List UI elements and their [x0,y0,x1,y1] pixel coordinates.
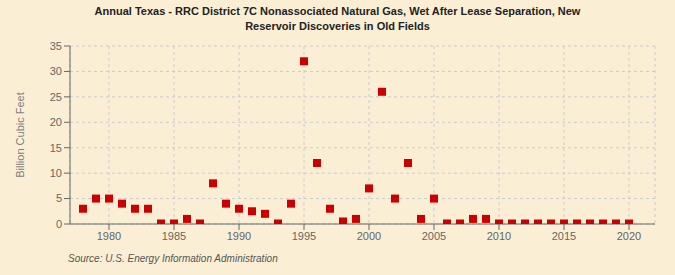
svg-text:5: 5 [56,192,62,204]
svg-text:30: 30 [50,65,62,77]
svg-text:2010: 2010 [487,230,511,242]
html-text:Reservoir Discoveries in Old F: Reservoir Discoveries in Old Fields [245,20,430,32]
svg-text:1990: 1990 [227,230,251,242]
svg-text:2005: 2005 [422,230,446,242]
svg-text:10: 10 [50,167,62,179]
html-text:Source: U.S. Energy Informatio: Source: U.S. Energy Information Administ… [68,253,278,264]
svg-text:1980: 1980 [97,230,121,242]
svg-text:15: 15 [50,142,62,154]
svg-text:2015: 2015 [552,230,576,242]
svg-text:0: 0 [56,218,62,230]
svg-text:20: 20 [50,116,62,128]
svg-text:2020: 2020 [617,230,641,242]
svg-text:Billion Cubic Feet: Billion Cubic Feet [14,92,26,178]
svg-text:1995: 1995 [292,230,316,242]
html-text:Annual Texas - RRC District 7C: Annual Texas - RRC District 7C Nonassoci… [94,5,581,17]
svg-text:2000: 2000 [357,230,381,242]
svg-text:35: 35 [50,40,62,52]
svg-text:25: 25 [50,91,62,103]
svg-text:1985: 1985 [162,230,186,242]
